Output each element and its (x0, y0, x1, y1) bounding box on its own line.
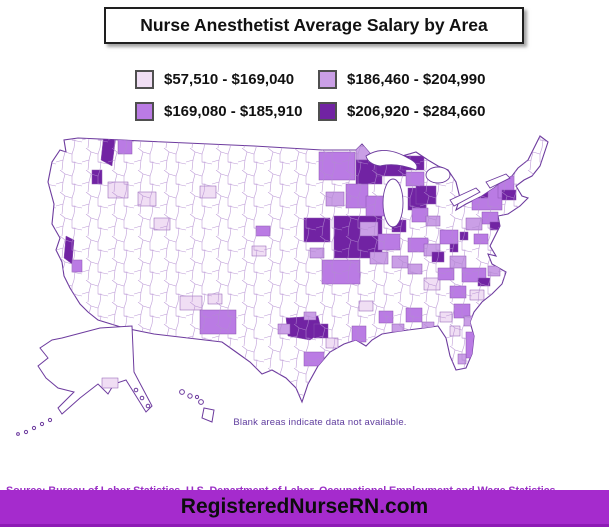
us-choropleth-map (16, 135, 549, 436)
lake-ontario (485, 173, 511, 189)
lake-erie (449, 187, 481, 207)
legend-item-4: $206,920 - $284,660 (318, 102, 485, 121)
brand-website-text: RegisteredNurseRN.com (180, 495, 429, 518)
legend-item-3: $169,080 - $185,910 (135, 102, 302, 121)
legend-swatch-lightest (135, 70, 154, 89)
legend-item-2: $186,460 - $204,990 (318, 70, 485, 89)
great-lakes (365, 150, 511, 228)
no-data-note: Blank areas indicate data not available. (233, 417, 407, 428)
legend-swatch-darkest (318, 102, 337, 121)
legend-swatch-light-medium (318, 70, 337, 89)
hawaii (179, 389, 215, 423)
brand-banner: RegisteredNurseRN.com (0, 490, 609, 527)
lake-superior (365, 150, 418, 171)
legend-item-1: $57,510 - $169,040 (135, 70, 294, 89)
legend-swatch-medium (135, 102, 154, 121)
legend-label: $186,460 - $204,990 (347, 71, 486, 88)
legend-label: $206,920 - $284,660 (347, 103, 486, 120)
lake-michigan (382, 178, 404, 228)
page-title: Nurse Anesthetist Average Salary by Area (104, 7, 524, 44)
lake-huron (425, 166, 451, 184)
alaska (16, 325, 153, 436)
legend-label: $169,080 - $185,910 (164, 103, 303, 120)
legend-label: $57,510 - $169,040 (164, 71, 295, 88)
title-text: Nurse Anesthetist Average Salary by Area (140, 15, 488, 35)
